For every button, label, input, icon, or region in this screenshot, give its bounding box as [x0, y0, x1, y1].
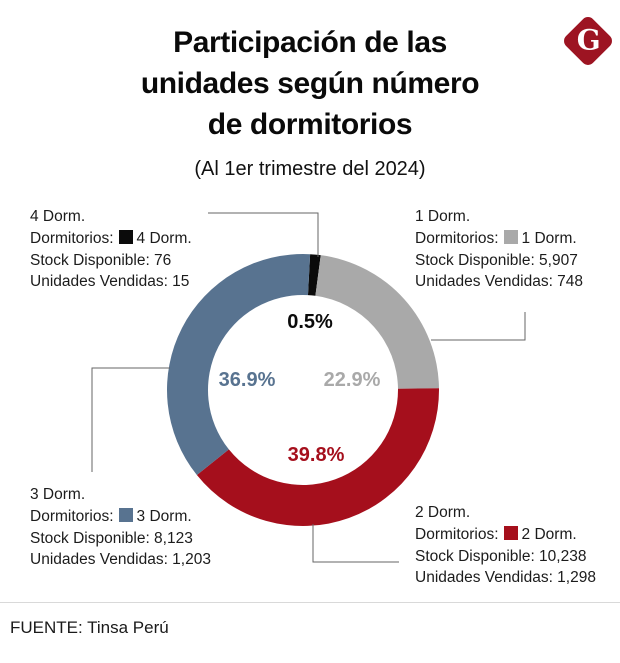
- legend-value: 3 Dorm.: [136, 507, 192, 525]
- annotation-legend-row: Dormitorios: 2 Dorm.: [415, 524, 596, 546]
- legend-value: 2 Dorm.: [521, 525, 577, 543]
- annotation-title: 2 Dorm.: [415, 504, 471, 521]
- annotation-1dorm: 1 Dorm. Dormitorios: 1 Dorm. Stock Dispon…: [415, 206, 583, 293]
- callout-line-2dorm: [312, 524, 399, 563]
- annotation-sold: Unidades Vendidas: 1,203: [30, 551, 211, 569]
- annotation-sold: Unidades Vendidas: 15: [30, 273, 190, 291]
- title-line-2: unidades según número: [140, 67, 480, 100]
- page-subtitle: (Al 1er trimestre del 2024): [194, 158, 426, 180]
- annotation-title: 3 Dorm.: [30, 486, 86, 503]
- legend-label: Dormitorios:: [30, 507, 114, 525]
- annotation-3dorm: 3 Dorm. Dormitorios: 3 Dorm. Stock Dispon…: [30, 484, 211, 571]
- pct-label-2dorm: 39.8%: [287, 444, 345, 466]
- donut-segment-4-dorm: [307, 254, 321, 296]
- annotation-sold: Unidades Vendidas: 1,298: [415, 569, 596, 587]
- annotation-title: 1 Dorm.: [415, 208, 471, 225]
- annotation-stock: Stock Disponible: 5,907: [415, 251, 578, 269]
- legend-swatch-3dorm: [118, 508, 133, 523]
- annotation-stock: Stock Disponible: 76: [30, 251, 172, 269]
- annotation-4dorm: 4 Dorm. Dormitorios: 4 Dorm. Stock Dispon…: [30, 206, 192, 293]
- donut-segment-2-dorm: [196, 388, 440, 526]
- callout-line-4dorm: [208, 212, 319, 257]
- pct-label-1dorm: 22.9%: [323, 369, 381, 391]
- title-line-3: de dormitorios: [207, 108, 413, 141]
- annotation-legend-row: Dormitorios: 4 Dorm.: [30, 228, 192, 250]
- annotation-legend-row: Dormitorios: 3 Dorm.: [30, 506, 211, 528]
- annotation-2dorm: 2 Dorm. Dormitorios: 2 Dorm. Stock Dispon…: [415, 502, 596, 589]
- legend-label: Dormitorios:: [30, 229, 114, 247]
- page-title: Participación de las unidades según núme…: [0, 22, 620, 145]
- annotation-sold: Unidades Vendidas: 748: [415, 273, 584, 291]
- legend-label: Dormitorios:: [415, 229, 499, 247]
- legend-swatch-1dorm: [503, 230, 518, 245]
- legend-value: 1 Dorm.: [521, 229, 577, 247]
- callout-line-3dorm: [91, 367, 170, 472]
- legend-swatch-4dorm: [118, 230, 133, 245]
- title-line-1: Participación de las: [173, 26, 447, 59]
- annotation-stock: Stock Disponible: 10,238: [415, 547, 587, 565]
- legend-swatch-2dorm: [503, 526, 518, 541]
- footer-divider: [0, 602, 620, 603]
- callout-line-1dorm: [431, 312, 526, 341]
- donut-segment-1-dorm: [315, 255, 439, 389]
- annotation-legend-row: Dormitorios: 1 Dorm.: [415, 228, 583, 250]
- legend-label: Dormitorios:: [415, 525, 499, 543]
- legend-value: 4 Dorm.: [136, 229, 192, 247]
- annotation-title: 4 Dorm.: [30, 208, 86, 225]
- source-text: FUENTE: Tinsa Perú: [10, 618, 169, 637]
- donut-segment-3-dorm: [167, 254, 311, 476]
- donut-segments: [167, 254, 440, 526]
- annotation-stock: Stock Disponible: 8,123: [30, 529, 193, 547]
- pct-label-3dorm: 36.9%: [218, 369, 276, 391]
- pct-label-4dorm: 0.5%: [287, 311, 333, 333]
